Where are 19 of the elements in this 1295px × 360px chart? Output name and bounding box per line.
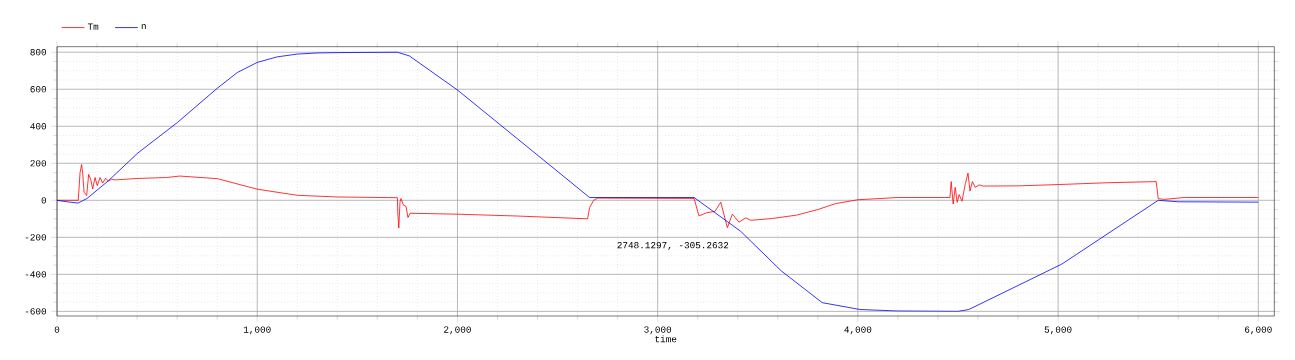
x-tick-label: 4,000 — [844, 326, 872, 335]
y-tick-label: 0 — [41, 197, 47, 204]
x-tick-label: 6,000 — [1245, 326, 1272, 335]
legend-label: Tm — [87, 23, 99, 30]
x-tick-label: 1,000 — [243, 326, 271, 335]
y-tick-label: -400 — [25, 271, 47, 278]
y-tick-label: -600 — [25, 308, 47, 315]
x-tick-label: 2,000 — [444, 326, 471, 335]
y-tick-label: 200 — [30, 160, 47, 167]
y-tick-label: 600 — [30, 86, 47, 93]
x-tick-label: 0 — [54, 326, 60, 333]
x-tick-label: 3,000 — [644, 326, 672, 335]
x-tick-label: 5,000 — [1044, 326, 1072, 335]
y-tick-label: -200 — [25, 234, 47, 241]
y-tick-label: 400 — [30, 123, 47, 130]
x-axis-title: time — [655, 335, 677, 343]
annotation: 2748.1297, -305.2632 — [617, 242, 729, 250]
y-tick-label: 800 — [30, 49, 47, 56]
legend-label: n — [141, 24, 146, 30]
